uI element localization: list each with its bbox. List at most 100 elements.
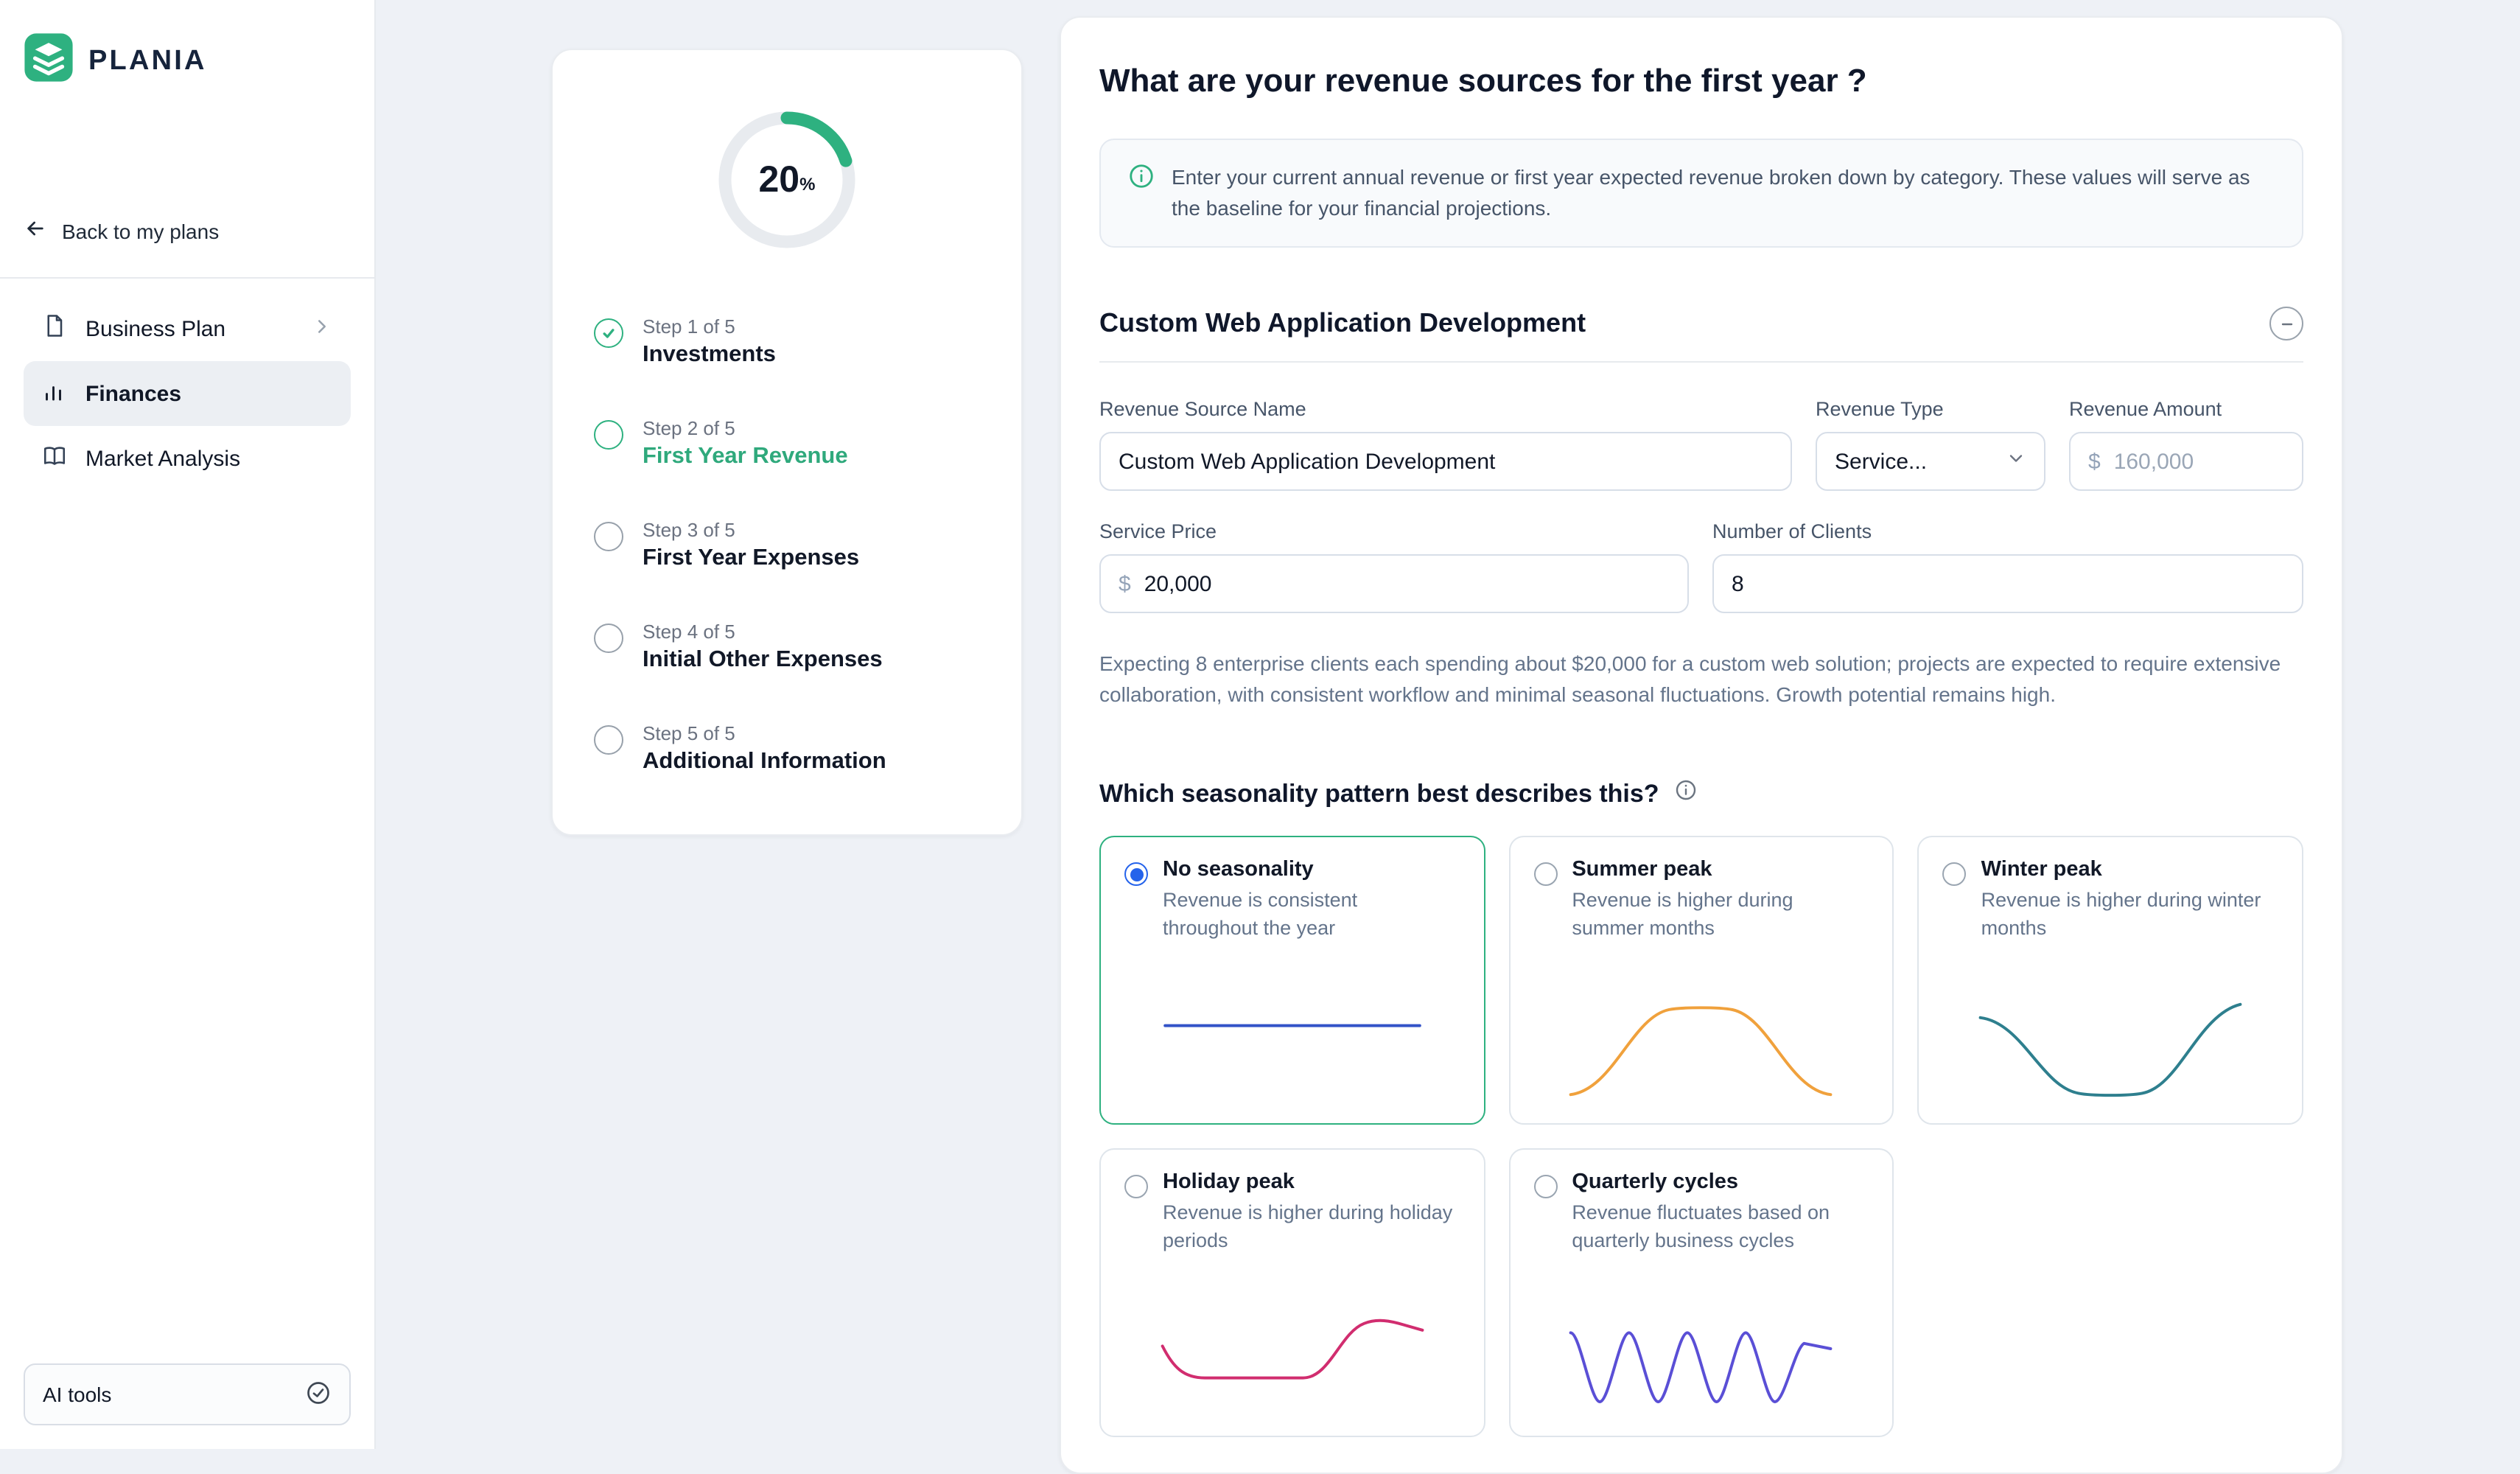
option-description: Revenue is consistent throughout the yea… [1163, 889, 1358, 939]
revenue-type-label: Revenue Type [1816, 398, 1944, 420]
option-description: Revenue is higher during summer months [1572, 889, 1793, 939]
form-row-1: Revenue Source Name Revenue Type Service… [1099, 398, 2303, 491]
revenue-type-value: Service... [1835, 449, 1928, 474]
step-item-investments[interactable]: Step 1 of 5 Investments [594, 315, 980, 368]
option-description: Revenue fluctuates based on quarterly bu… [1572, 1201, 1830, 1251]
seasonality-option-winter-peak[interactable]: Winter peak Revenue is higher during win… [1917, 836, 2303, 1125]
zigzag-wave-curve [1569, 1331, 1833, 1403]
step-todo-icon [594, 725, 623, 755]
step-todo-icon [594, 624, 623, 653]
back-link-label: Back to my plans [62, 219, 220, 242]
revenue-form-card: What are your revenue sources for the fi… [1060, 16, 2343, 1474]
step-label: Step 3 of 5 [643, 519, 735, 541]
chevron-down-icon [2006, 448, 2026, 475]
seasonality-option-summer-peak[interactable]: Summer peak Revenue is higher during sum… [1508, 836, 1894, 1125]
step-title: Additional Information [643, 749, 886, 774]
seasonality-question: Which seasonality pattern best describes… [1099, 779, 1659, 807]
radio-holiday-peak[interactable] [1124, 1175, 1148, 1198]
step-title: First Year Revenue [643, 444, 848, 469]
option-description: Revenue is higher during winter months [1981, 889, 2261, 939]
seasonality-options-grid: No seasonality Revenue is consistent thr… [1099, 836, 2303, 1437]
info-icon [1127, 162, 1155, 198]
late-spike-curve [1161, 1318, 1424, 1380]
collapse-section-button[interactable] [2269, 307, 2303, 340]
ai-tools-label: AI tools [43, 1383, 112, 1406]
logo-icon [24, 32, 74, 90]
step-title: Initial Other Expenses [643, 647, 883, 672]
step-todo-icon [594, 522, 623, 551]
radio-summer-peak[interactable] [1533, 862, 1558, 886]
revenue-description-text: Expecting 8 enterprise clients each spen… [1099, 652, 2281, 706]
section-divider [1099, 361, 2303, 363]
option-title: Quarterly cycles [1572, 1170, 1739, 1194]
sidebar-item-business-plan[interactable]: Business Plan [24, 296, 351, 361]
service-price-label: Service Price [1099, 520, 1217, 542]
step-title: Investments [643, 342, 776, 367]
sidebar-item-label: Finances [85, 381, 182, 406]
step-check-icon [594, 318, 623, 348]
service-price-input[interactable] [1144, 571, 1670, 596]
currency-prefix: $ [1119, 571, 1131, 596]
info-banner-text: Enter your current annual revenue or fir… [1172, 165, 2250, 220]
step-label: Step 2 of 5 [643, 417, 735, 439]
step-item-initial-other-expenses[interactable]: Step 4 of 5 Initial Other Expenses [594, 621, 980, 674]
option-description: Revenue is higher during holiday periods [1163, 1201, 1453, 1251]
progress-donut: 20% [713, 106, 861, 254]
main-content: 20% Step 1 of 5 Investments Step 2 of 5 … [376, 0, 2520, 1474]
tooltip-info-icon[interactable] [1674, 778, 1698, 809]
option-title: Holiday peak [1163, 1170, 1295, 1194]
revenue-source-name-input[interactable] [1119, 449, 1773, 474]
number-of-clients-input[interactable] [1732, 571, 2284, 596]
step-label: Step 4 of 5 [643, 621, 735, 643]
bar-chart-icon [41, 377, 68, 410]
revenue-source-title: Custom Web Application Development [1099, 308, 1586, 338]
revenue-amount-input[interactable] [2113, 449, 2284, 474]
info-banner: Enter your current annual revenue or fir… [1099, 139, 2303, 248]
page-title: What are your revenue sources for the fi… [1099, 62, 1867, 99]
option-title: Summer peak [1572, 858, 1712, 881]
step-item-first-year-revenue[interactable]: Step 2 of 5 First Year Revenue [594, 417, 980, 470]
step-item-additional-information[interactable]: Step 5 of 5 Additional Information [594, 722, 980, 775]
currency-prefix: $ [2088, 449, 2101, 474]
radio-no-seasonality[interactable] [1124, 862, 1148, 886]
seasonality-option-no-seasonality[interactable]: No seasonality Revenue is consistent thr… [1099, 836, 1485, 1125]
center-dip-curve [1978, 1002, 2242, 1097]
seasonality-option-quarterly-cycles[interactable]: Quarterly cycles Revenue fluctuates base… [1508, 1148, 1894, 1437]
open-book-icon [41, 442, 68, 475]
ai-tools-button[interactable]: AI tools [24, 1363, 351, 1425]
chevron-right-icon [311, 315, 333, 343]
revenue-source-section-header: Custom Web Application Development [1099, 307, 2303, 340]
number-of-clients-label: Number of Clients [1712, 520, 1872, 542]
check-circle-icon [305, 1379, 332, 1410]
revenue-type-select[interactable]: Service... [1816, 432, 2045, 491]
step-label: Step 1 of 5 [643, 315, 735, 338]
sidebar-item-label: Market Analysis [85, 446, 241, 471]
logo: PLANIA [24, 32, 351, 90]
sidebar-divider [0, 277, 374, 279]
step-item-first-year-expenses[interactable]: Step 3 of 5 First Year Expenses [594, 519, 980, 572]
seasonality-header: Which seasonality pattern best describes… [1099, 778, 2303, 809]
revenue-amount-label: Revenue Amount [2069, 398, 2222, 420]
step-current-icon [594, 420, 623, 450]
sidebar-item-finances[interactable]: Finances [24, 361, 351, 426]
radio-quarterly-cycles[interactable] [1533, 1175, 1558, 1198]
service-price-field: Service Price $ [1099, 520, 1689, 613]
form-row-2: Service Price $ Number of Clients [1099, 520, 2303, 613]
option-title: No seasonality [1163, 858, 1314, 881]
sidebar: PLANIA Back to my plans Business Plan [0, 0, 376, 1449]
sidebar-item-market-analysis[interactable]: Market Analysis [24, 426, 351, 491]
progress-label: 20% [758, 158, 816, 200]
option-title: Winter peak [1981, 858, 2102, 881]
bell-curve [1569, 1006, 1833, 1097]
seasonality-option-holiday-peak[interactable]: Holiday peak Revenue is higher during ho… [1099, 1148, 1485, 1437]
logo-text: PLANIA [88, 45, 207, 76]
sidebar-nav: Business Plan Finances Market Analysis [24, 296, 351, 491]
radio-winter-peak[interactable] [1942, 862, 1967, 886]
revenue-type-field: Revenue Type Service... [1816, 398, 2045, 491]
back-link[interactable]: Back to my plans [24, 217, 351, 245]
step-label: Step 5 of 5 [643, 722, 735, 744]
number-of-clients-field: Number of Clients [1712, 520, 2303, 613]
stepper-card: 20% Step 1 of 5 Investments Step 2 of 5 … [551, 49, 1023, 836]
revenue-amount-field: Revenue Amount $ [2069, 398, 2303, 491]
